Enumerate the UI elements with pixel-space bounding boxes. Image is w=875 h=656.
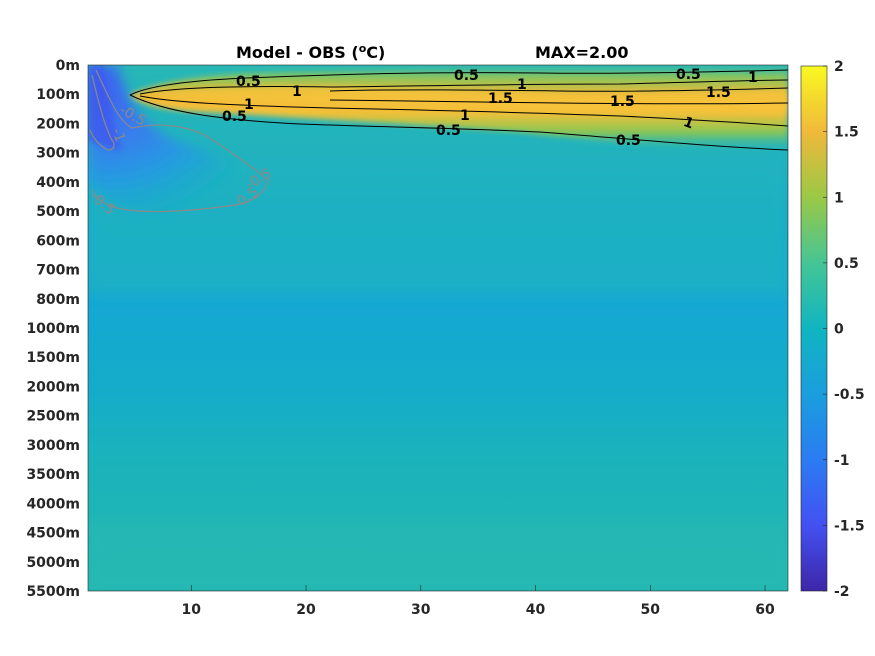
- colorbar-tick-label: 1.5: [834, 125, 859, 141]
- contour-1.5-lower: [329, 99, 788, 105]
- contour-label: 0.5: [616, 133, 641, 149]
- contour-label: 1: [517, 77, 527, 93]
- heatmap-field: [88, 65, 788, 591]
- y-tick-label: 1000m: [26, 321, 80, 337]
- y-tick-label: 800m: [36, 292, 80, 308]
- deep-layer: [88, 520, 788, 591]
- y-tick-label: 5000m: [26, 555, 80, 571]
- colorbar-tick-label: 2: [834, 59, 844, 75]
- colorbar-tick-label: -1.5: [834, 518, 865, 534]
- contour-0.5-upper: [129, 69, 788, 96]
- contour-label: 1: [244, 97, 254, 113]
- y-tick-label: 300m: [36, 146, 80, 162]
- colorbar-tick-label: 0.5: [834, 256, 859, 272]
- y-tick-label: 700m: [36, 263, 80, 279]
- contour-label: 1: [748, 70, 758, 86]
- x-axis-ticks: 10 20 30 40 50 60: [182, 585, 775, 618]
- warm-core: [150, 86, 788, 112]
- contour-label: -1: [108, 126, 128, 145]
- y-tick-label: 4500m: [26, 526, 80, 542]
- y-axis-ticks: 0m 100m 200m 300m 400m 500m 600m 700m 800m 1000m 1…: [26, 58, 80, 600]
- cold-pocket: [88, 65, 269, 213]
- cold-core: [88, 65, 122, 150]
- max-label: MAX=2.00: [535, 43, 629, 62]
- positive-contours: [129, 69, 788, 151]
- colorbar-tick-label: -1: [834, 453, 850, 469]
- contour-label: 1.5: [488, 91, 513, 107]
- contour-label: 0.5: [222, 109, 247, 125]
- contour-label: 1.5: [706, 85, 731, 101]
- chart-title: Model - OBS (oC): [236, 42, 385, 62]
- x-tick-label: 50: [641, 602, 661, 618]
- x-tick-label: 10: [182, 602, 202, 618]
- x-tick-label: 30: [411, 602, 431, 618]
- y-tick-label: 3500m: [26, 467, 80, 483]
- contour-0.5-lower: [129, 94, 788, 151]
- y-tick-label: 5500m: [26, 584, 80, 600]
- y-tick-label: 200m: [36, 116, 80, 132]
- negative-contours: [89, 69, 269, 213]
- colorbar-tick-label: -2: [834, 584, 850, 600]
- x-tick-label: 60: [755, 602, 775, 618]
- contour-label: 0.5: [236, 74, 261, 90]
- y-tick-label: 100m: [36, 87, 80, 103]
- x-tick-label: 40: [526, 602, 546, 618]
- y-tick-label: 2500m: [26, 409, 80, 425]
- y-tick-label: 400m: [36, 175, 80, 191]
- y-tick-label: 500m: [36, 204, 80, 220]
- contour-label: 1: [292, 84, 302, 100]
- y-tick-label: 2000m: [26, 379, 80, 395]
- contour-label: 0.5: [676, 67, 701, 83]
- contour-label: 0.5: [454, 68, 479, 84]
- y-tick-label: 3000m: [26, 438, 80, 454]
- y-tick-label: 600m: [36, 233, 80, 249]
- colorbar-tick-label: -0.5: [834, 387, 865, 403]
- plot-frame: [87, 64, 789, 592]
- contour-1-lower: [139, 95, 788, 127]
- y-tick-label: 1500m: [26, 350, 80, 366]
- colorbar-ticks: 2 1.5 1 0.5 0 -0.5 -1 -1.5 -2: [823, 59, 865, 600]
- colorbar-tick-label: 0: [834, 322, 844, 338]
- colorbar: 2 1.5 1 0.5 0 -0.5 -1 -1.5 -2: [800, 59, 865, 600]
- x-tick-label: 20: [296, 602, 316, 618]
- contour-neg0.5: [91, 69, 269, 213]
- colorbar-gradient: [800, 65, 828, 592]
- contour-neg1: [89, 74, 115, 151]
- contour-label: 1: [460, 108, 470, 124]
- y-tick-label: 0m: [56, 58, 80, 74]
- contour-label: 0.5: [436, 123, 461, 139]
- contour-1.5-upper: [329, 87, 788, 92]
- colorbar-tick-label: 1: [834, 190, 844, 206]
- contour-1-upper: [139, 79, 788, 95]
- contour-label: 1.5: [610, 94, 635, 110]
- y-tick-label: 4000m: [26, 496, 80, 512]
